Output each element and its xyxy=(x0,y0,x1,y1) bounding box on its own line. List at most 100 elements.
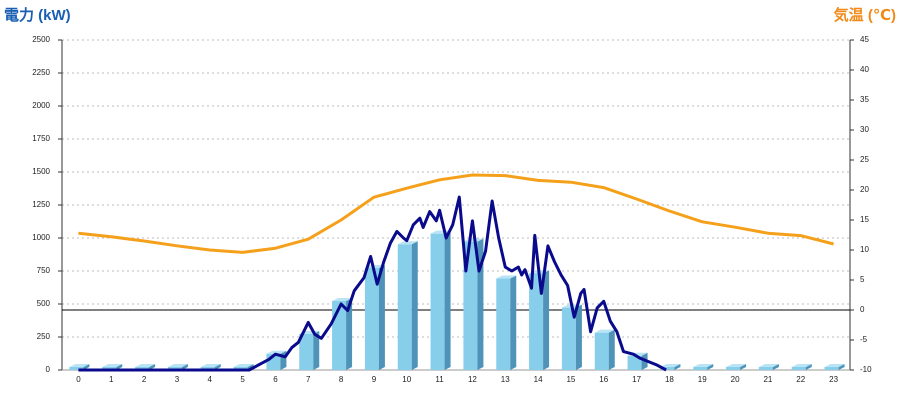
x-tick-label: 3 xyxy=(175,375,180,384)
bar-face xyxy=(364,265,385,268)
bar-face xyxy=(660,364,681,367)
bar xyxy=(660,364,681,370)
y2-tick-label: -5 xyxy=(860,335,868,344)
bar xyxy=(561,304,582,370)
x-tick-label: 15 xyxy=(566,375,575,384)
bar xyxy=(758,364,779,370)
y2-tick-label: 45 xyxy=(860,35,869,44)
bar-face xyxy=(102,364,123,367)
x-tick-label: 6 xyxy=(273,375,278,384)
x-tick-label: 8 xyxy=(339,375,344,384)
bar-face xyxy=(594,332,609,370)
x-tick-label: 2 xyxy=(142,375,147,384)
y2-tick-label: 35 xyxy=(860,95,869,104)
bar-face xyxy=(674,364,681,370)
y-tick-label: 2250 xyxy=(32,68,50,77)
x-tick-label: 16 xyxy=(599,375,608,384)
bar-face xyxy=(740,364,747,370)
bar-face xyxy=(791,364,812,367)
x-tick-label: 18 xyxy=(665,375,674,384)
bar-face xyxy=(444,230,451,370)
x-tick-label: 11 xyxy=(435,375,444,384)
bar-face xyxy=(200,364,221,367)
bar-face xyxy=(496,275,517,279)
bar-face xyxy=(824,367,839,370)
bar-face xyxy=(364,268,379,370)
y-tick-label: 2000 xyxy=(32,101,50,110)
bar xyxy=(430,230,451,370)
bar-face xyxy=(608,329,615,370)
bar-face xyxy=(758,367,773,370)
x-tick-label: 21 xyxy=(763,375,772,384)
bar-face xyxy=(791,367,806,370)
y-tick-label: 500 xyxy=(37,299,51,308)
bar-face xyxy=(824,364,845,367)
bar-face xyxy=(805,364,812,370)
y-tick-label: 250 xyxy=(37,332,51,341)
y-tick-label: 1000 xyxy=(32,233,50,242)
y2-tick-label: 25 xyxy=(860,155,869,164)
bar-face xyxy=(167,364,188,367)
bar-face xyxy=(496,278,511,370)
bar xyxy=(726,364,747,370)
y2-tick-label: 10 xyxy=(860,245,869,254)
x-tick-label: 10 xyxy=(402,375,411,384)
x-tick-label: 14 xyxy=(534,375,543,384)
bar-face xyxy=(561,307,576,370)
x-tick-label: 19 xyxy=(698,375,707,384)
bar-face xyxy=(313,331,320,370)
x-tick-label: 4 xyxy=(208,375,213,384)
x-tick-label: 1 xyxy=(109,375,114,384)
bar-face xyxy=(266,350,287,354)
bar-face xyxy=(693,367,708,370)
y-tick-label: 1750 xyxy=(32,134,50,143)
y2-tick-label: 30 xyxy=(860,125,869,134)
bar-face xyxy=(660,367,675,370)
y2-tick-label: 20 xyxy=(860,185,869,194)
bar-face xyxy=(543,270,550,370)
bar-face xyxy=(575,304,582,370)
x-tick-label: 13 xyxy=(501,375,510,384)
bar-face xyxy=(463,241,478,370)
y-tick-label: 1250 xyxy=(32,200,50,209)
y2-tick-label: 15 xyxy=(860,215,869,224)
y-tick-label: 750 xyxy=(37,266,51,275)
y-tick-label: 0 xyxy=(46,365,51,374)
y2-title: 気温 (℃) xyxy=(834,6,896,24)
bar-face xyxy=(594,329,615,333)
bar-face xyxy=(346,298,353,370)
bar-face xyxy=(707,364,714,370)
y2-tick-label: -10 xyxy=(860,365,872,374)
x-tick-label: 9 xyxy=(372,375,377,384)
bar xyxy=(824,364,845,370)
bar xyxy=(496,275,517,370)
bar-face xyxy=(693,364,714,367)
bar xyxy=(397,241,418,370)
bar-face xyxy=(397,241,418,245)
x-tick-label: 23 xyxy=(829,375,838,384)
bar-face xyxy=(280,350,287,370)
bar-face xyxy=(233,364,254,367)
bar-face xyxy=(397,244,412,370)
bar-face xyxy=(69,367,84,370)
bar xyxy=(529,270,550,370)
bar-face xyxy=(69,364,90,367)
y2-tick-label: 0 xyxy=(860,305,865,314)
bar-face xyxy=(430,233,445,370)
x-tick-label: 5 xyxy=(240,375,245,384)
bar-face xyxy=(135,364,156,367)
bar-face xyxy=(726,367,741,370)
y-tick-label: 1500 xyxy=(32,167,50,176)
bar-face xyxy=(758,364,779,367)
y2-tick-label: 5 xyxy=(860,275,865,284)
bar-face xyxy=(627,355,642,370)
bar-face xyxy=(772,364,779,370)
x-tick-label: 17 xyxy=(632,375,641,384)
x-tick-label: 7 xyxy=(306,375,311,384)
line xyxy=(78,195,667,372)
bar-face xyxy=(838,364,845,370)
x-tick-label: 12 xyxy=(468,375,477,384)
x-tick-label: 20 xyxy=(731,375,740,384)
bar xyxy=(791,364,812,370)
